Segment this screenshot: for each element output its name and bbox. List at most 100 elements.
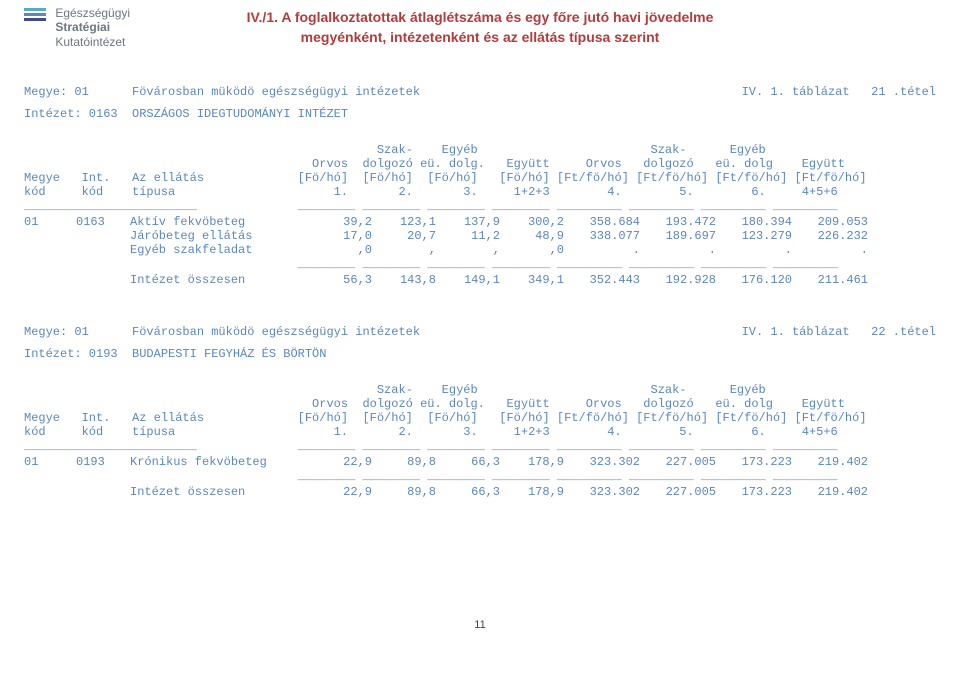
value-cell: 193.472 bbox=[644, 215, 720, 229]
meta-left: Megye: 01 Fövárosban müködö egészségügyi… bbox=[24, 85, 420, 99]
label-cell bbox=[76, 485, 130, 499]
column-header-line: Orvos dolgozó eü. dolg. Együtt Orvos dol… bbox=[24, 397, 936, 411]
value-cell: . bbox=[568, 243, 644, 257]
label-cell: Járóbeteg ellátás bbox=[130, 229, 312, 243]
label-cell bbox=[24, 243, 76, 257]
logo-line2: Stratégiai bbox=[55, 20, 110, 34]
page-number: 11 bbox=[0, 619, 960, 651]
value-cell: 323.302 bbox=[568, 455, 644, 469]
title-line2: megyénként, intézetenként és az ellátás … bbox=[301, 29, 660, 45]
value-cell: 178,9 bbox=[504, 485, 568, 499]
value-cell: 56,3 bbox=[312, 273, 376, 287]
value-cell: 66,3 bbox=[440, 455, 504, 469]
value-cell: 352.443 bbox=[568, 273, 644, 287]
meta-right: IV. 1. táblázat 22 .tétel bbox=[742, 325, 936, 339]
value-cell: 137,9 bbox=[440, 215, 504, 229]
value-cell: , bbox=[376, 243, 440, 257]
total-table: Intézet összesen 56,3143,8149,1349,1352.… bbox=[24, 273, 872, 287]
table-row: 010193Krónikus fekvöbeteg 22,9 89,8 66,3… bbox=[24, 455, 872, 469]
column-header-line: kód kód típusa 1. 2. 3. 1+2+3 4. 5. 6. 4… bbox=[24, 185, 936, 199]
label-cell: 0193 bbox=[76, 455, 130, 469]
value-cell: 173.223 bbox=[720, 455, 796, 469]
label-cell: 01 bbox=[24, 455, 76, 469]
page-title: IV./1. A foglalkoztatottak átlaglétszáma… bbox=[0, 0, 960, 47]
value-cell: . bbox=[644, 243, 720, 257]
rule: ________________________ ________ ______… bbox=[24, 439, 936, 453]
label-cell: Krónikus fekvöbeteg bbox=[130, 455, 312, 469]
value-cell: 22,9 bbox=[312, 485, 376, 499]
value-cell: 349,1 bbox=[504, 273, 568, 287]
value-cell: 123,1 bbox=[376, 215, 440, 229]
column-header-line: Orvos dolgozó eü. dolg. Együtt Orvos dol… bbox=[24, 157, 936, 171]
value-cell: 149,1 bbox=[440, 273, 504, 287]
value-cell: 178,9 bbox=[504, 455, 568, 469]
section-meta: Megye: 01 Fövárosban müködö egészségügyi… bbox=[24, 85, 936, 99]
value-cell: 227.005 bbox=[644, 485, 720, 499]
report-section: Megye: 01 Fövárosban müködö egészségügyi… bbox=[24, 325, 936, 499]
label-cell bbox=[76, 229, 130, 243]
value-cell: 173.223 bbox=[720, 485, 796, 499]
column-header-line: Megye Int. Az ellátás [Fö/hó] [Fö/hó] [F… bbox=[24, 411, 936, 425]
value-cell: 17,0 bbox=[312, 229, 376, 243]
section-meta-2: Intézet: 0163 ORSZÁGOS IDEGTUDOMÁNYI INT… bbox=[24, 107, 936, 121]
total-row: Intézet összesen 56,3143,8149,1349,1352.… bbox=[24, 273, 872, 287]
label-cell: 0163 bbox=[76, 215, 130, 229]
rule: ________________________ ________ ______… bbox=[24, 199, 936, 213]
title-line1: IV./1. A foglalkoztatottak átlaglétszáma… bbox=[247, 9, 714, 25]
value-cell: 358.684 bbox=[568, 215, 644, 229]
value-cell: 338.077 bbox=[568, 229, 644, 243]
value-cell: 192.928 bbox=[644, 273, 720, 287]
value-cell: 20,7 bbox=[376, 229, 440, 243]
table-row: 010163Aktív fekvöbeteg 39,2123,1137,9300… bbox=[24, 215, 872, 229]
value-cell: 211.461 bbox=[796, 273, 872, 287]
label-cell bbox=[24, 485, 76, 499]
logo-bars bbox=[24, 6, 46, 23]
meta-left: Megye: 01 Fövárosban müködö egészségügyi… bbox=[24, 325, 420, 339]
value-cell: 300,2 bbox=[504, 215, 568, 229]
value-cell: 89,8 bbox=[376, 485, 440, 499]
label-cell bbox=[76, 273, 130, 287]
value-cell: 89,8 bbox=[376, 455, 440, 469]
label-cell: Intézet összesen bbox=[130, 273, 312, 287]
value-cell: 39,2 bbox=[312, 215, 376, 229]
value-cell: . bbox=[796, 243, 872, 257]
data-table: 010193Krónikus fekvöbeteg 22,9 89,8 66,3… bbox=[24, 455, 872, 469]
org-logo: Egészségügyi Stratégiai Kutatóintézet bbox=[24, 6, 130, 49]
column-header-line: Szak- Egyéb Szak- Egyéb bbox=[24, 143, 936, 157]
total-row: Intézet összesen 22,9 89,8 66,3178,9323.… bbox=[24, 485, 872, 499]
value-cell: 22,9 bbox=[312, 455, 376, 469]
table-row: Járóbeteg ellátás 17,0 20,7 11,2 48,9338… bbox=[24, 229, 872, 243]
value-cell: ,0 bbox=[504, 243, 568, 257]
value-cell: 48,9 bbox=[504, 229, 568, 243]
value-cell: , bbox=[440, 243, 504, 257]
column-header-line: kód kód típusa 1. 2. 3. 1+2+3 4. 5. 6. 4… bbox=[24, 425, 936, 439]
column-header-line: Megye Int. Az ellátás [Fö/hó] [Fö/hó] [F… bbox=[24, 171, 936, 185]
label-cell: Egyéb szakfeladat bbox=[130, 243, 312, 257]
data-table: 010163Aktív fekvöbeteg 39,2123,1137,9300… bbox=[24, 215, 872, 257]
label-cell: Intézet összesen bbox=[130, 485, 312, 499]
rule: ________ ________ ________ ________ ____… bbox=[24, 257, 936, 271]
rule: ________ ________ ________ ________ ____… bbox=[24, 469, 936, 483]
label-cell bbox=[24, 273, 76, 287]
value-cell: ,0 bbox=[312, 243, 376, 257]
value-cell: 323.302 bbox=[568, 485, 644, 499]
section-meta: Megye: 01 Fövárosban müködö egészségügyi… bbox=[24, 325, 936, 339]
logo-line3: Kutatóintézet bbox=[55, 35, 125, 49]
meta-right: IV. 1. táblázat 21 .tétel bbox=[742, 85, 936, 99]
logo-line1: Egészségügyi bbox=[55, 6, 130, 20]
section-meta-2: Intézet: 0193 BUDAPESTI FEGYHÁZ ÉS BÖRTÖ… bbox=[24, 347, 936, 361]
column-header-line: Szak- Egyéb Szak- Egyéb bbox=[24, 383, 936, 397]
label-cell: 01 bbox=[24, 215, 76, 229]
value-cell: 219.402 bbox=[796, 485, 872, 499]
value-cell: 123.279 bbox=[720, 229, 796, 243]
label-cell bbox=[24, 229, 76, 243]
logo-bar-3 bbox=[24, 18, 46, 21]
logo-bar-2 bbox=[24, 13, 46, 16]
value-cell: 189.697 bbox=[644, 229, 720, 243]
total-table: Intézet összesen 22,9 89,8 66,3178,9323.… bbox=[24, 485, 872, 499]
value-cell: 226.232 bbox=[796, 229, 872, 243]
value-cell: 180.394 bbox=[720, 215, 796, 229]
table-row: Egyéb szakfeladat ,0 , , ,0 . . . . bbox=[24, 243, 872, 257]
report-section: Megye: 01 Fövárosban müködö egészségügyi… bbox=[24, 85, 936, 287]
value-cell: 209.053 bbox=[796, 215, 872, 229]
